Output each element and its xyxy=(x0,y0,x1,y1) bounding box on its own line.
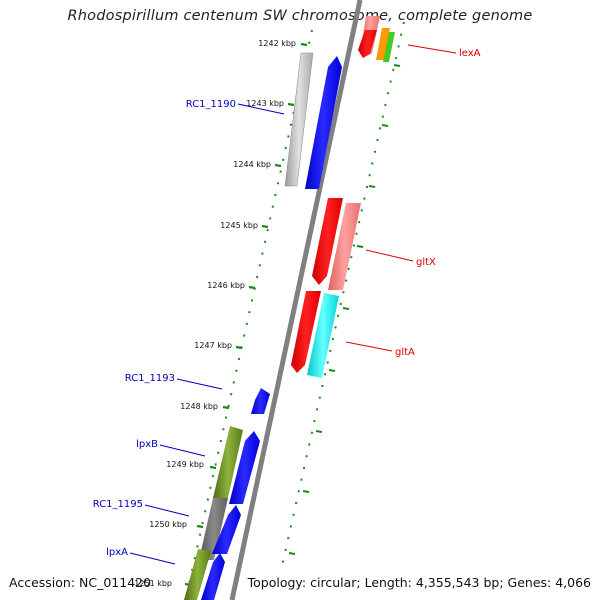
kbp-label-1247: 1247 kbp xyxy=(194,341,232,350)
kbp-label-1251: 1251 kbp xyxy=(134,579,172,588)
map-title: Rhodospirillum centenum SW chromosome, c… xyxy=(67,8,533,24)
leader-rc1-1190 xyxy=(237,103,285,115)
gene-label-lpxb[interactable]: lpxB xyxy=(136,439,158,450)
gene-lexa-green[interactable] xyxy=(383,32,395,62)
gene-label-glta[interactable]: gltA xyxy=(395,347,415,358)
leader-rc1-1193 xyxy=(176,378,223,390)
scale-ticks xyxy=(184,42,308,587)
outer-ring-dashes xyxy=(288,64,401,555)
leader-lexa xyxy=(407,44,457,54)
leader-lpxb xyxy=(159,444,206,457)
gene-lexa-orange[interactable] xyxy=(376,28,390,60)
kbp-label-1246: 1246 kbp xyxy=(207,281,245,290)
gene-label-rc1-1195[interactable]: RC1_1195 xyxy=(93,499,143,510)
gene-label-gltx[interactable]: gltX xyxy=(416,257,436,268)
genome-summary-text: Topology: circular; Length: 4,355,543 bp… xyxy=(247,575,591,590)
gene-rc1-1193-cds[interactable] xyxy=(251,388,270,414)
gene-rc1-1190-silver[interactable] xyxy=(284,52,314,187)
kbp-labels: 1242 kbp 1243 kbp 1244 kbp 1245 kbp 1246… xyxy=(134,39,296,588)
gene-glta-cyan[interactable] xyxy=(307,293,339,378)
kbp-label-1250: 1250 kbp xyxy=(149,520,187,529)
gene-label-rc1-1193[interactable]: RC1_1193 xyxy=(125,373,175,384)
leader-glta xyxy=(345,341,393,352)
gene-lpxb-olive[interactable] xyxy=(213,426,243,498)
inner-scale-ring xyxy=(185,29,313,599)
gene-lexa-cds[interactable] xyxy=(358,30,377,58)
gene-lpxa-cds[interactable] xyxy=(201,553,225,600)
kbp-label-1245: 1245 kbp xyxy=(220,221,258,230)
kbp-label-1242: 1242 kbp xyxy=(258,39,296,48)
accession-text: Accession: NC_011420 xyxy=(9,575,152,590)
gene-rc1-1190-cds[interactable] xyxy=(305,56,342,189)
leader-gltx xyxy=(365,249,414,262)
gene-rc1-1195-gray[interactable] xyxy=(199,498,228,560)
gene-rc1-1195-cds[interactable] xyxy=(212,505,241,554)
kbp-label-1244: 1244 kbp xyxy=(233,160,271,169)
gene-gltx-cds[interactable] xyxy=(312,198,343,285)
chromosome-backbone xyxy=(229,0,363,600)
gene-glta-cds[interactable] xyxy=(291,291,321,373)
kbp-label-1249: 1249 kbp xyxy=(166,460,204,469)
kbp-label-1243: 1243 kbp xyxy=(246,99,284,108)
gene-lpxa-olive[interactable] xyxy=(184,549,211,600)
gene-gltx-pink[interactable] xyxy=(328,203,361,290)
kbp-label-1248: 1248 kbp xyxy=(180,402,218,411)
leader-rc1-1195 xyxy=(144,504,190,517)
gene-lpxb-cds[interactable] xyxy=(229,431,260,504)
gene-label-lexa[interactable]: lexA xyxy=(459,48,481,59)
gene-label-rc1-1190[interactable]: RC1_1190 xyxy=(186,99,236,110)
gene-label-lpxa[interactable]: lpxA xyxy=(106,547,128,558)
leader-lpxa xyxy=(129,552,176,565)
